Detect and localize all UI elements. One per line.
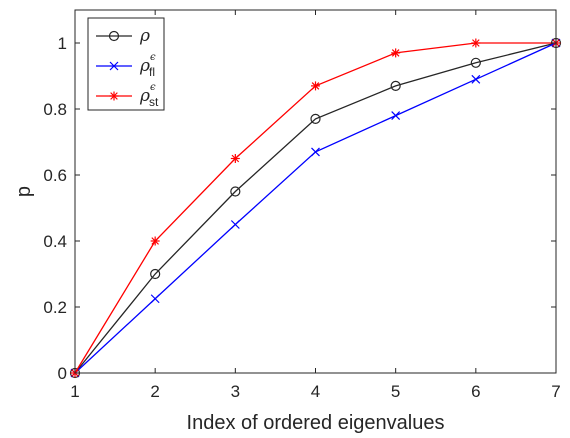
legend-marker [109,91,119,101]
tick-layer: 1 2 3 4 5 6 7 0 0.2 0.4 0.6 0.8 1 [43,10,561,401]
data-point-rho [310,113,321,125]
y-axis-title: p [13,186,35,197]
data-point-rho-st [230,154,240,163]
data-point-rho [390,80,401,92]
x-tick-label: 2 [150,382,159,401]
legend-subscript: fl [149,65,155,79]
legend-entry-rho-fl: ρ ϵ fl [96,52,156,79]
x-tick-label: 5 [391,382,400,401]
series-layer [69,37,562,379]
data-point-rho-fl [311,147,320,157]
legend-box [87,17,165,111]
series-rho-st [70,38,561,378]
data-point-rho-fl [391,111,401,121]
x-tick-label: 1 [70,382,79,401]
y-tick-label: 0.8 [43,100,67,119]
legend-superscript: ϵ [150,52,156,63]
series-line-rho [74,42,557,374]
legend-entry-rho-st: ρ ϵ st [96,82,159,109]
x-tick-label: 4 [311,382,320,401]
data-point-rho-fl [150,294,160,304]
series-rho-fl [70,38,561,378]
legend-entry-rho: ρ [96,26,150,46]
x-tick-label: 7 [551,382,560,401]
legend-subscript: st [149,95,159,109]
data-point-rho-fl [471,74,481,84]
y-tick-label: 0.4 [43,232,67,251]
legend-label: ρ [139,86,150,106]
data-point-rho-st [311,81,320,91]
legend-label: ρ [139,26,150,46]
data-point-rho-st [391,48,401,58]
legend-label: ρ [139,56,150,76]
y-tick-label: 1 [58,34,67,53]
x-tick-label: 6 [471,382,480,401]
data-point-rho-fl [230,220,240,229]
y-tick-label: 0.2 [43,298,67,317]
x-tick-label: 3 [231,382,240,401]
data-point-rho-st [150,236,160,246]
legend-marker [109,61,119,71]
data-point-rho [470,57,481,68]
y-tick-label: 0 [58,364,67,383]
data-point-rho [230,186,241,197]
legend-superscript: ϵ [150,82,156,93]
data-point-rho-st [471,38,481,48]
y-tick-label: 0.6 [43,166,67,185]
x-axis-title: Index of ordered eigenvalues [187,412,445,434]
data-point-rho [150,268,161,280]
legend-marker [108,30,120,42]
